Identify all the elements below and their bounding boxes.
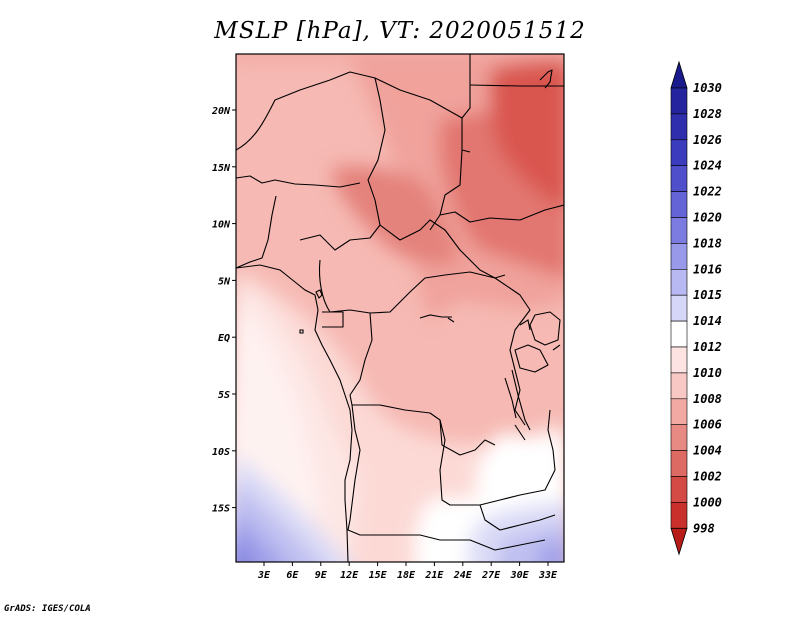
lon-label: 21E (424, 570, 444, 581)
colorbar-segment (670, 320, 688, 348)
colorbar-label: 1014 (693, 314, 722, 328)
colorbar-label: 1026 (693, 133, 722, 147)
colorbar-label: 1000 (693, 495, 722, 509)
colorbar-label: 1015 (693, 288, 722, 302)
country-borders (236, 54, 564, 551)
colorbar-label: 1004 (693, 444, 722, 458)
colorbar-segment (670, 294, 688, 322)
lon-label: 30E (510, 570, 530, 581)
colorbar-segment (670, 398, 688, 425)
latitude-axis: 20N 15N 10N 5N EQ 5S 10S 15S (211, 106, 236, 515)
colorbar-label: 1024 (693, 159, 722, 173)
lon-label: 9E (315, 570, 328, 581)
colorbar-segment (670, 268, 688, 296)
colorbar-label: 1016 (693, 262, 722, 276)
colorbar-segment (670, 476, 688, 503)
colorbar-label: 998 (693, 521, 715, 535)
lon-label: 6E (286, 570, 299, 581)
colorbar: 1030 1028 1026 1024 1022 1020 1018 1016 1015 1014… (670, 60, 722, 556)
pressure-field (236, 54, 564, 562)
colorbar-segment (670, 113, 688, 141)
lon-label: 18E (397, 570, 416, 581)
lat-label: 5N (218, 276, 231, 287)
colorbar-label: 1020 (693, 211, 722, 225)
colorbar-label: 1028 (693, 107, 722, 121)
coastlines-lakes (236, 264, 561, 562)
colorbar-segment (670, 243, 688, 270)
lon-label: 3E (257, 570, 271, 581)
map-frame (235, 53, 565, 563)
colorbar-label: 1012 (693, 340, 722, 354)
colorbar-segment (670, 191, 688, 218)
lat-label: 15S (212, 504, 230, 515)
lon-label: 27E (481, 570, 501, 581)
colorbar-label: 1010 (693, 366, 722, 380)
colorbar-label: 1002 (693, 470, 722, 484)
credit-text: GrADS: IGES/COLA (4, 604, 91, 614)
colorbar-segment (670, 346, 688, 374)
colorbar-segment (670, 424, 688, 451)
colorbar-label: 1006 (693, 418, 722, 432)
lat-label: 20N (211, 106, 231, 117)
lat-label: 15N (212, 163, 231, 174)
colorbar-label: 1008 (693, 392, 722, 406)
lon-label: 15E (369, 570, 388, 581)
colorbar-label: 1022 (693, 185, 722, 199)
longitude-axis: 3E 6E 9E 12E 15E 18E 21E 24E 27E 30E 33E (257, 562, 558, 581)
colorbar-top-arrow (670, 60, 688, 89)
lat-label: 5S (218, 390, 230, 401)
colorbar-segment (670, 139, 688, 167)
lon-label: 12E (340, 570, 359, 581)
colorbar-segment (670, 217, 688, 244)
lat-label: EQ (218, 333, 230, 344)
lon-label: 24E (453, 570, 473, 581)
colorbar-label: 1030 (693, 81, 722, 95)
colorbar-segment (670, 372, 688, 400)
lat-label: 10S (212, 447, 230, 458)
colorbar-label: 1018 (693, 236, 722, 250)
colorbar-segment (670, 450, 688, 477)
colorbar-segment (670, 165, 688, 192)
lat-label: 10N (212, 220, 231, 231)
map-title: MSLP [hPa], VT: 2020051512 (214, 18, 586, 44)
colorbar-segment (670, 502, 688, 529)
colorbar-bottom-arrow (670, 527, 688, 556)
lon-label: 33E (538, 570, 558, 581)
colorbar-segment (670, 87, 688, 115)
